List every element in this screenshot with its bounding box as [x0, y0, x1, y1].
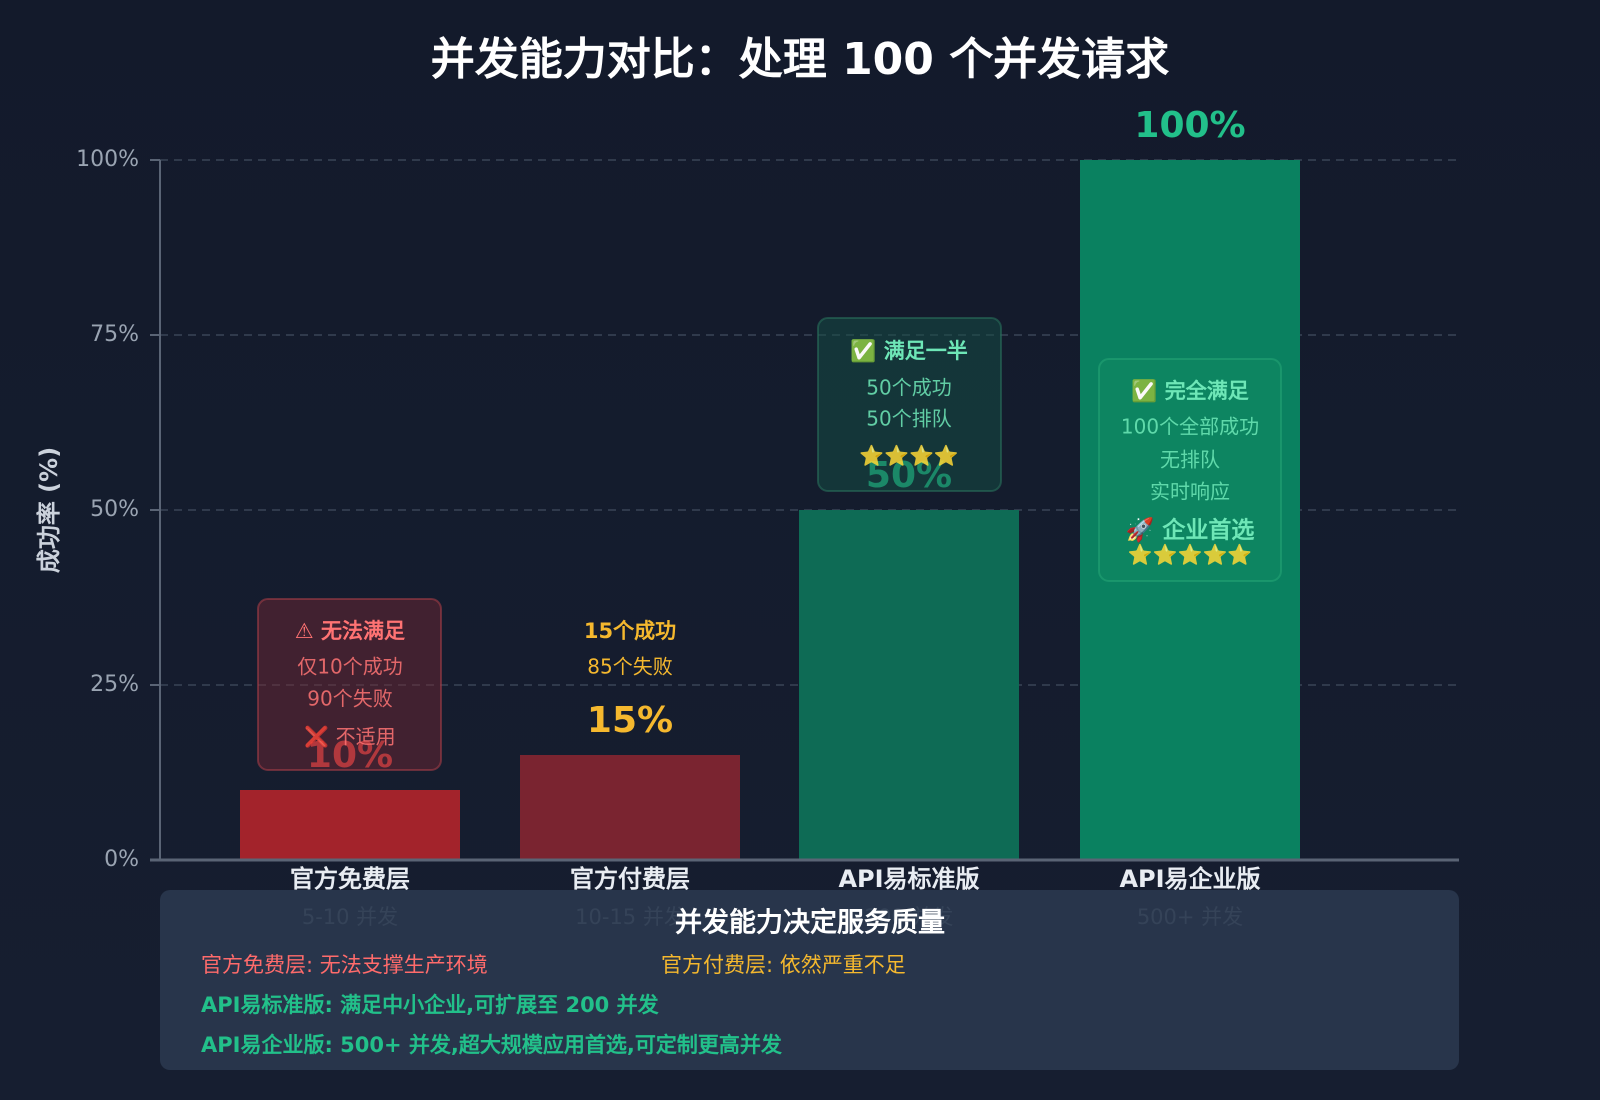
annotation-text: 无排队	[1160, 448, 1220, 472]
annotation-text: 100个全部成功	[1121, 415, 1259, 439]
value-label: 15%	[587, 700, 673, 741]
annotation-text: ⚠ 无法满足	[295, 619, 405, 643]
bar	[520, 755, 740, 860]
annotation-box	[1098, 358, 1282, 582]
annotation-text: ⭐⭐⭐⭐	[859, 444, 959, 468]
summary-note: 官方免费层: 无法支撑生产环境	[201, 953, 488, 977]
annotation-text: ❌ 不适用	[304, 725, 395, 749]
summary-note: 官方付费层: 依然严重不足	[661, 953, 906, 977]
summary-title: 并发能力决定服务质量	[675, 907, 945, 939]
bar	[1080, 160, 1300, 860]
summary-note: API易企业版: 500+ 并发,超大规模应用首选,可定制更高并发	[201, 1033, 783, 1057]
annotation-text: 50个成功	[866, 376, 951, 400]
annotation-box	[257, 598, 442, 771]
y-tick-label: 0%	[104, 847, 139, 872]
x-tick-label: API易标准版	[838, 865, 979, 893]
bar	[240, 790, 460, 860]
summary-note: API易标准版: 满足中小企业,可扩展至 200 并发	[201, 993, 660, 1017]
y-tick-label: 50%	[90, 497, 139, 522]
annotation-text: ✅ 满足一半	[850, 338, 967, 363]
annotation-box	[817, 317, 1002, 492]
x-tick-label: 官方免费层	[290, 865, 410, 893]
annotation-text: 50个排队	[866, 407, 951, 431]
y-axis-label: 成功率 (%)	[35, 447, 63, 573]
annotation-text: ✅ 完全满足	[1131, 378, 1248, 403]
annotation-text: 实时响应	[1150, 480, 1230, 504]
annotation-text: 85个失败	[587, 655, 672, 679]
x-tick-label: API易企业版	[1119, 865, 1260, 893]
y-tick-label: 25%	[90, 672, 139, 697]
chart-title: 并发能力对比：处理 100 个并发请求	[431, 34, 1169, 85]
y-tick-label: 75%	[90, 322, 139, 347]
annotation-text: ⭐⭐⭐⭐⭐	[1128, 543, 1253, 567]
annotation-text: 🚀 企业首选	[1126, 517, 1255, 544]
summary-panel	[160, 890, 1459, 1070]
bar	[799, 510, 1019, 860]
y-tick-label: 100%	[76, 147, 139, 172]
annotation-text: 仅10个成功	[297, 655, 402, 679]
annotation-text: 15个成功	[584, 619, 676, 643]
annotation-text: 90个失败	[307, 687, 392, 711]
value-label: 100%	[1134, 105, 1245, 146]
x-tick-label: 官方付费层	[570, 865, 690, 893]
